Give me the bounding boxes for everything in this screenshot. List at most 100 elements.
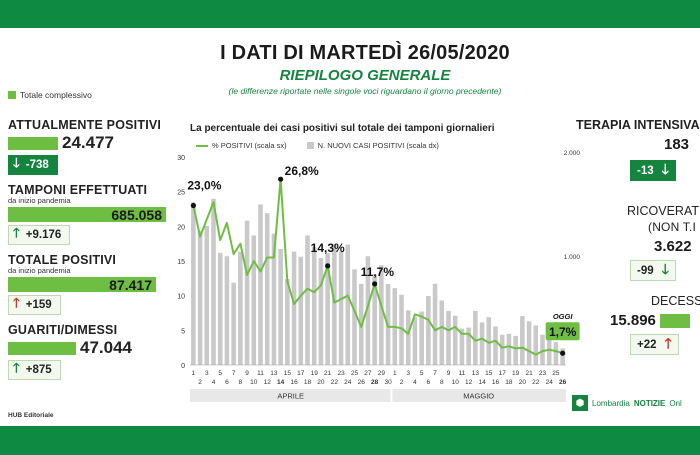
chart-bar [486,317,492,365]
stat-delta-value: +22 [637,338,657,351]
x-tick-label: 21 [324,370,332,377]
x-tick-label: 25 [351,370,359,377]
x-tick-label: 11 [257,370,264,377]
y-tick-label: 30 [177,155,185,162]
chart-bar [318,257,324,365]
y-tick-label: 25 [177,190,185,197]
oggi-tag: OGGI [553,312,574,321]
chart: 0510152025301.0002.00023,0%26,8%14,3%11,… [177,150,580,402]
chart-bar [285,278,290,365]
x-tick-label: 3 [205,370,209,377]
chart-legend: % POSITIVI (scala sx) N. NUOVI CASI POSI… [196,141,439,150]
chart-bar [291,251,297,365]
stat-delta: 🡑 +9.176 [8,225,71,245]
chart-bar [540,334,545,365]
stat-delta: 🡑 +875 [8,360,61,380]
x-tick-label: 23 [539,370,547,377]
legend-line-label: % POSITIVI (scala sx) [212,141,287,150]
x-tick-label: 19 [311,370,319,377]
stat-decessi-label: DECESS [651,294,700,308]
x-tick-label: 6 [427,379,431,386]
bar-swatch-icon [306,142,314,149]
chart-bar [238,251,243,365]
x-tick-label: 15 [485,370,493,377]
x-tick-label: 8 [239,379,243,386]
x-tick-label: 2 [198,379,202,386]
month-band-may [392,389,566,402]
stat-delta-value: +159 [25,299,52,311]
chart-bar [372,274,377,365]
x-tick-label: 22 [331,379,339,386]
stat-subnote: da inizio pandemia [8,196,71,205]
stat-bar: 87.417 [8,276,156,293]
legend-item-bars: N. NUOVI CASI POSITIVI (scala dx) [306,141,439,150]
chart-bar [298,256,304,365]
chart-bar [224,256,230,365]
stat-tamponi: TAMPONI EFFETTUATI da inizio pandemia 68… [8,183,168,245]
chart-bar [311,247,317,365]
x-tick-label: 13 [472,370,480,377]
x-tick-label: 28 [371,379,379,386]
x-tick-label: 23 [337,370,345,377]
chart-bar [191,202,196,365]
stat-terapia-label: TERAPIA INTENSIVA [576,118,700,132]
y-tick-label: 20 [177,224,185,231]
stat-ricoverati-delta: -99 🡓 [630,260,676,281]
arrow-down-icon: 🡓 [13,155,20,170]
x-tick-label: 9 [245,370,249,377]
arrow-up-icon: 🡑 [13,225,20,240]
x-tick-label: 2 [400,379,404,386]
chart-bar [332,244,337,365]
chart-bar [338,251,344,365]
stat-bar [659,313,690,328]
arrow-down-icon: 🡓 [661,260,669,277]
bottom-band [0,426,700,455]
chart-bar [526,321,532,365]
stat-value: 47.044 [80,338,132,357]
x-tick-label: 7 [433,370,437,377]
chart-bar [264,213,270,365]
legend-total: Totale complessivo [8,90,92,100]
chart-bar [278,248,283,365]
x-tick-label: 24 [344,379,352,386]
chart-bar [345,244,351,365]
chart-bar [419,311,424,365]
chart-bar [452,315,458,365]
chart-bar [405,310,411,365]
data-label: 14,3% [311,241,345,255]
chart-bar [473,310,478,365]
chart-title: La percentuale dei casi positivi sul tot… [190,123,495,134]
x-tick-label: 22 [532,379,540,386]
x-tick-label: 17 [499,370,507,377]
chart-bar [546,325,552,365]
stat-guariti: GUARITI/DIMESSI 47.044 🡑 +875 [8,323,168,380]
arrow-up-icon: 🡑 [13,360,20,375]
y-tick-label: 0 [181,363,185,370]
x-tick-label: 18 [505,379,513,386]
x-tick-label: 26 [358,379,366,386]
chart-point [190,202,196,209]
y-tick-label: 5 [181,328,185,335]
x-tick-label: 29 [378,370,386,377]
x-tick-label: 17 [297,370,305,377]
chart-bar [466,327,471,365]
x-tick-label: 12 [264,379,272,386]
stat-delta: 🡑 +159 [8,295,61,315]
stat-terapia-delta: -13 🡓 [630,160,676,181]
chart-bar [439,300,445,365]
stat-delta-value: +9.176 [25,229,62,241]
x-tick-label: 5 [218,370,222,377]
x-tick-label: 5 [420,370,424,377]
stat-ricoverati-label2: (NON T.I [648,220,697,234]
oggi-box [545,322,580,341]
x-tick-label: 6 [225,379,229,386]
legend-square-icon [8,91,16,99]
arrow-down-icon: 🡓 [661,160,669,177]
x-tick-label: 15 [284,370,292,377]
stat-bar [8,136,58,150]
stat-subnote: da inizio pandemia [8,266,71,275]
chart-bar [365,256,371,365]
x-tick-label: 14 [478,379,486,386]
stat-decessi-delta: +22 🡑 [630,334,679,355]
stat-value: 87.417 [109,276,152,293]
